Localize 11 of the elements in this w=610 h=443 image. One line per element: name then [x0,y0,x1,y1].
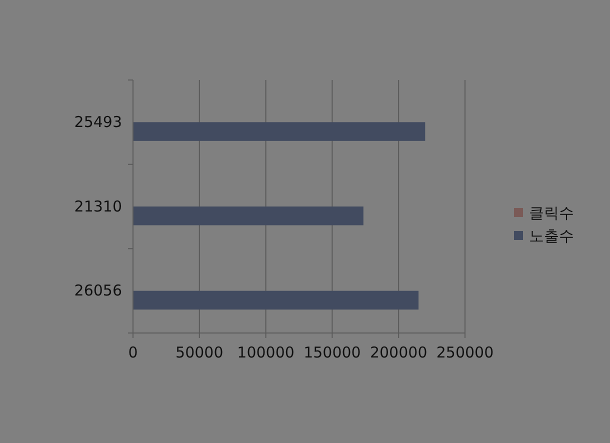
x-tick-label: 100000 [237,344,294,362]
x-tick-label: 50000 [176,344,224,362]
x-tick-label: 250000 [436,344,494,362]
legend-label: 클릭수 [529,204,574,222]
x-tick-label: 0 [128,344,138,362]
y-tick-label: 25493 [74,112,122,131]
y-tick-label: 21310 [74,197,122,216]
x-tick-label: 200000 [370,344,428,362]
legend-label: 노출수 [529,227,574,245]
x-tick-label: 150000 [304,344,361,362]
y-tick-label: 26056 [74,282,122,300]
